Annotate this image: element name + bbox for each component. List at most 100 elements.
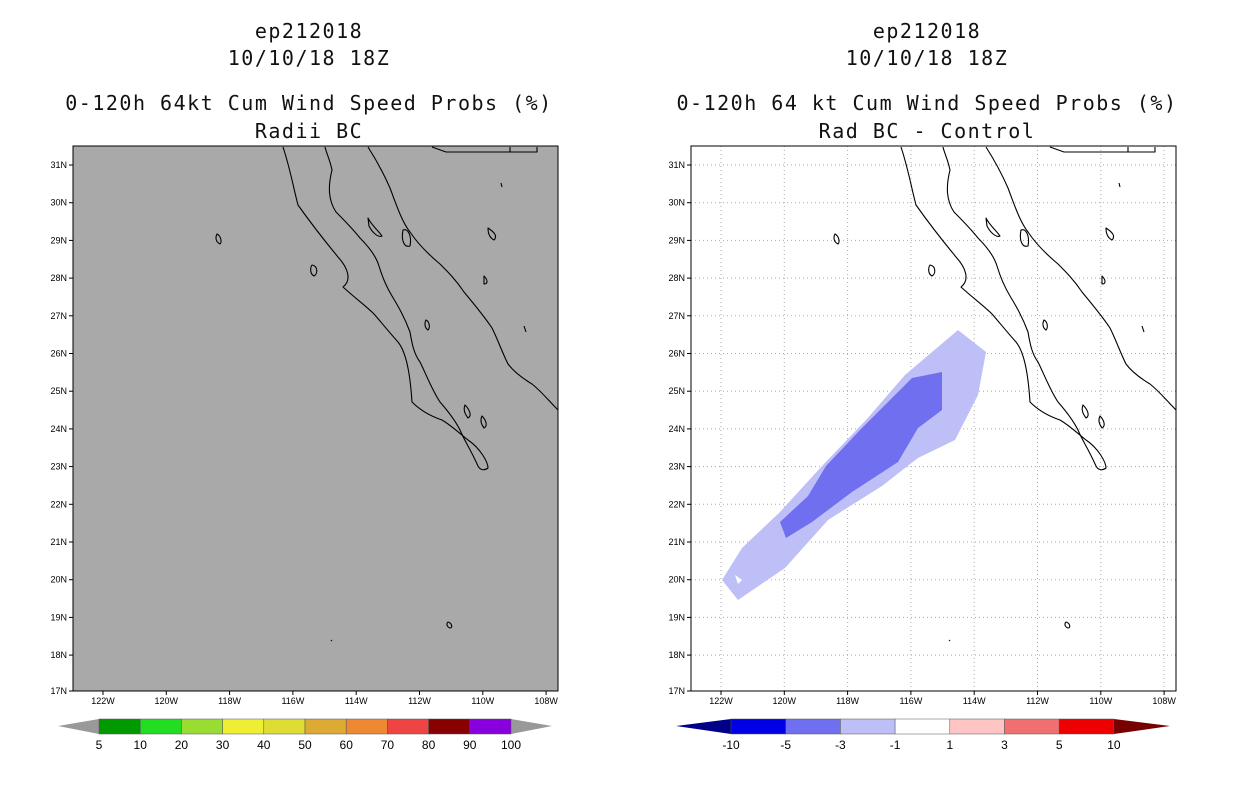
right-lon-label: 108W — [1152, 696, 1176, 706]
left-map-background — [72, 145, 559, 692]
right-colorbar-swatch — [785, 718, 841, 735]
right-colorbar-swatch — [949, 718, 1005, 735]
right-lat-label: 18N — [668, 650, 685, 660]
right-colorbar-label: -1 — [890, 738, 901, 752]
right-title-date: 10/10/18 18Z — [845, 46, 1009, 70]
left-lat-label: 31N — [50, 160, 67, 170]
left-lat-label: 27N — [50, 311, 67, 321]
left-colorbar-low-arrow — [58, 719, 99, 734]
left-lat-label: 28N — [50, 273, 67, 283]
right-lon-label: 116W — [899, 696, 922, 706]
left-title-date: 10/10/18 18Z — [227, 46, 391, 70]
right-lat-label: 23N — [668, 462, 685, 472]
left-colorbar: 5 10 20 30 40 50 60 70 80 90 100 — [58, 718, 552, 752]
left-colorbar-label: 90 — [463, 738, 477, 752]
left-colorbar-swatch — [98, 718, 141, 735]
left-colorbar-label: 5 — [96, 738, 103, 752]
right-lon-label: 110W — [1089, 696, 1112, 706]
right-lat-label: 25N — [668, 386, 685, 396]
right-lon-label: 122W — [709, 696, 733, 706]
right-colorbar-label: -10 — [722, 738, 740, 752]
right-lon-label: 112W — [1026, 696, 1049, 706]
left-colorbar-label: 30 — [216, 738, 230, 752]
left-axis-ticks: 31N 30N 29N 28N 27N 26N 25N 24N 23N 22N 21N 20N 19N 1… — [50, 160, 558, 706]
left-colorbar-label: 70 — [381, 738, 395, 752]
right-title-storm-id: ep212018 — [872, 19, 982, 43]
right-lat-label: 31N — [668, 160, 685, 170]
right-lon-label: 120W — [773, 696, 797, 706]
left-lat-label: 20N — [50, 575, 67, 585]
left-lat-label: 19N — [50, 612, 67, 622]
left-lon-label: 120W — [155, 696, 179, 706]
right-title-subtitle: Rad BC - Control — [818, 119, 1036, 143]
right-map-panel: 31N 30N 29N 28N 27N 26N 25N 24N 23N 22N 21N 20N 19N 1… — [668, 145, 1177, 706]
right-colorbar-label: -3 — [835, 738, 846, 752]
left-lat-label: 21N — [50, 537, 67, 547]
right-colorbar-swatch — [840, 718, 896, 735]
right-lat-label: 26N — [668, 349, 685, 359]
left-lon-label: 112W — [408, 696, 431, 706]
left-colorbar-swatch — [345, 718, 388, 735]
right-colorbar-label: 1 — [946, 738, 953, 752]
left-title-storm-id: ep212018 — [254, 19, 364, 43]
right-lat-label: 20N — [668, 575, 685, 585]
right-title-product: 0-120h 64 kt Cum Wind Speed Probs (%) — [676, 91, 1178, 115]
left-title-subtitle: Radii BC — [254, 119, 364, 143]
right-colorbar-label: 5 — [1056, 738, 1063, 752]
left-lon-label: 116W — [281, 696, 304, 706]
right-lat-label: 24N — [668, 424, 685, 434]
right-lat-label: 17N — [668, 686, 685, 696]
left-map-panel: 31N 30N 29N 28N 27N 26N 25N 24N 23N 22N 21N 20N 19N 1… — [50, 145, 559, 706]
left-lon-label: 108W — [534, 696, 558, 706]
left-lat-label: 24N — [50, 424, 67, 434]
right-lon-label: 118W — [836, 696, 859, 706]
left-colorbar-swatch — [139, 718, 182, 735]
right-colorbar-swatch — [730, 718, 786, 735]
left-colorbar-label: 60 — [340, 738, 354, 752]
right-colorbar-swatch — [1004, 718, 1060, 735]
left-lat-label: 30N — [50, 198, 67, 208]
left-colorbar-swatch — [304, 718, 347, 735]
left-lat-label: 18N — [50, 650, 67, 660]
right-lat-label: 27N — [668, 311, 685, 321]
left-lat-label: 25N — [50, 386, 67, 396]
right-colorbar-swatch — [894, 718, 951, 735]
left-title-product: 0-120h 64kt Cum Wind Speed Probs (%) — [65, 91, 553, 115]
right-axis-ticks: 31N 30N 29N 28N 27N 26N 25N 24N 23N 22N 21N 20N 19N 1… — [668, 160, 1176, 706]
right-lon-label: 114W — [963, 696, 986, 706]
left-lat-label: 29N — [50, 235, 67, 245]
left-colorbar-swatch — [263, 718, 306, 735]
right-lat-label: 30N — [668, 198, 685, 208]
right-lat-label: 28N — [668, 273, 685, 283]
right-colorbar: -10 -5 -3 -1 1 3 5 10 — [676, 718, 1170, 752]
right-colorbar-label: -5 — [780, 738, 791, 752]
right-colorbar-label: 3 — [1001, 738, 1008, 752]
left-lat-label: 26N — [50, 349, 67, 359]
left-colorbar-label: 40 — [257, 738, 271, 752]
right-colorbar-label: 10 — [1107, 738, 1121, 752]
left-lat-label: 17N — [50, 686, 67, 696]
left-lon-label: 122W — [91, 696, 115, 706]
left-colorbar-swatch — [469, 718, 512, 735]
left-lat-label: 22N — [50, 499, 67, 509]
left-colorbar-swatch — [428, 718, 471, 735]
contour-small-hole — [735, 575, 742, 584]
right-colorbar-swatch — [1058, 718, 1115, 735]
left-colorbar-swatch — [181, 718, 223, 735]
right-lat-label: 29N — [668, 235, 685, 245]
right-gridlines — [691, 146, 1176, 691]
right-lat-label: 21N — [668, 537, 685, 547]
left-colorbar-label: 80 — [422, 738, 436, 752]
left-colorbar-label: 10 — [134, 738, 148, 752]
left-colorbar-label: 50 — [298, 738, 312, 752]
right-lat-label: 22N — [668, 499, 685, 509]
contour-minus5-to-minus3 — [780, 372, 942, 538]
right-lat-label: 19N — [668, 612, 685, 622]
right-colorbar-high-arrow — [1114, 719, 1170, 734]
left-colorbar-label: 20 — [175, 738, 189, 752]
left-colorbar-swatch — [222, 718, 265, 735]
left-colorbar-label: 100 — [501, 738, 521, 752]
left-colorbar-high-arrow — [511, 719, 552, 734]
right-colorbar-low-arrow — [676, 719, 731, 734]
left-colorbar-swatch — [387, 718, 429, 735]
